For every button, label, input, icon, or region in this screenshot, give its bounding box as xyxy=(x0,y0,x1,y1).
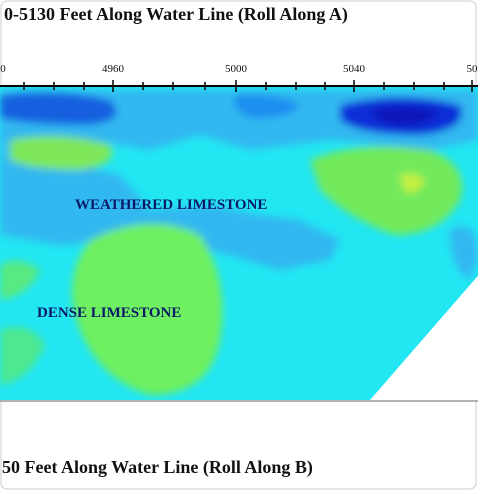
tick-label: 0 xyxy=(0,63,6,75)
tick-label: 5000 xyxy=(225,63,248,75)
axis-ticks xyxy=(23,80,473,92)
annotation: DENSE LIMESTONE xyxy=(37,305,181,321)
top-title: 0-5130 Feet Along Water Line (Roll Along… xyxy=(4,4,348,25)
tick-label: 50 xyxy=(467,63,479,75)
annotation: WEATHERED LIMESTONE xyxy=(75,197,267,213)
tick-label: 4960 xyxy=(102,63,125,75)
bottom-title: 50 Feet Along Water Line (Roll Along B) xyxy=(2,457,313,478)
tick-label: 5040 xyxy=(343,63,366,75)
section-image xyxy=(0,86,478,400)
tick-labels: 0 4960 5000 5040 50 xyxy=(0,63,478,75)
